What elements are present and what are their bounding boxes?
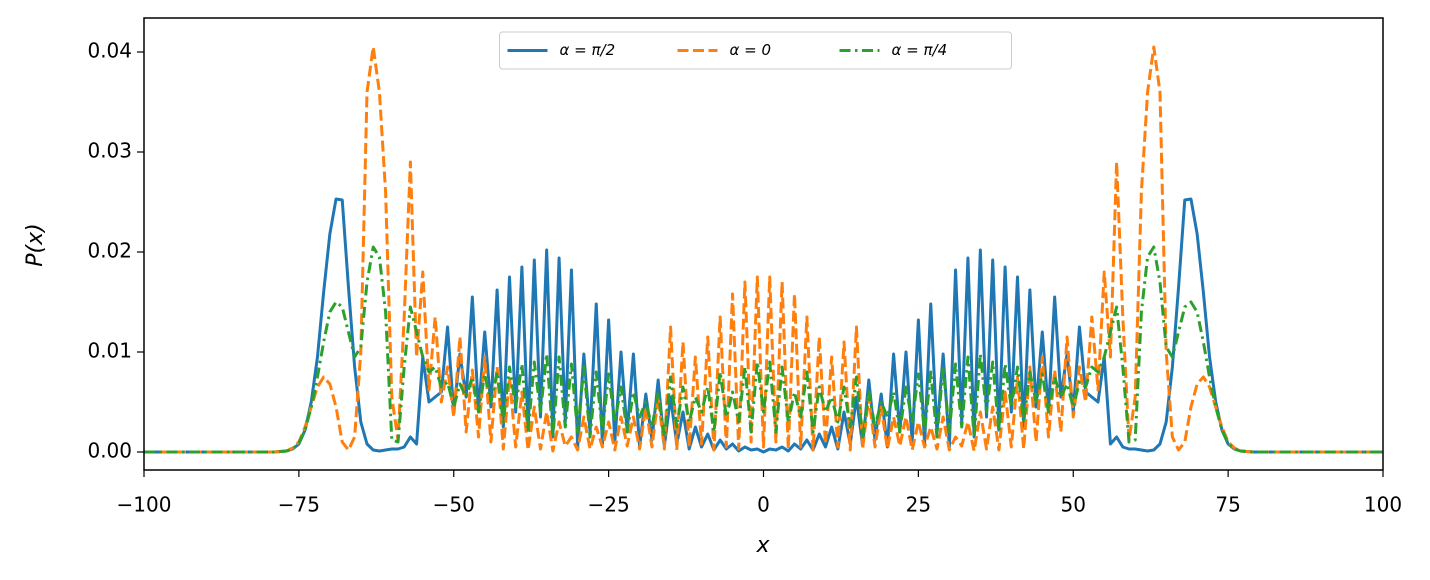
legend-label: α = π/2 xyxy=(560,41,616,59)
x-tick-label: 25 xyxy=(906,493,931,517)
x-tick-label: −100 xyxy=(117,493,172,517)
x-tick-label: −75 xyxy=(278,493,320,517)
x-tick-label: 75 xyxy=(1215,493,1240,517)
x-tick-label: −25 xyxy=(588,493,630,517)
legend-label: α = 0 xyxy=(730,41,772,59)
y-tick-label: 0.02 xyxy=(87,239,132,263)
y-tick-label: 0.03 xyxy=(87,139,132,163)
x-tick-label: 0 xyxy=(757,493,770,517)
legend-label: α = π/4 xyxy=(892,41,948,59)
legend: α = π/2 α = 0 α = π/4 xyxy=(499,31,1012,70)
x-axis-label: x xyxy=(755,533,770,558)
legend-box xyxy=(499,31,1012,70)
y-tick-label: 0.04 xyxy=(87,39,132,63)
x-tick-label: −50 xyxy=(433,493,475,517)
y-tick-label: 0.00 xyxy=(87,439,132,463)
x-tick-label: 100 xyxy=(1364,493,1402,517)
y-tick-label: 0.01 xyxy=(87,339,132,363)
series-line xyxy=(144,245,1383,454)
series-line xyxy=(144,45,1383,454)
y-axis-label: P(x) xyxy=(23,223,48,266)
plot-frame xyxy=(143,17,1384,471)
series-line xyxy=(144,197,1383,454)
x-tick-label: 50 xyxy=(1061,493,1086,517)
